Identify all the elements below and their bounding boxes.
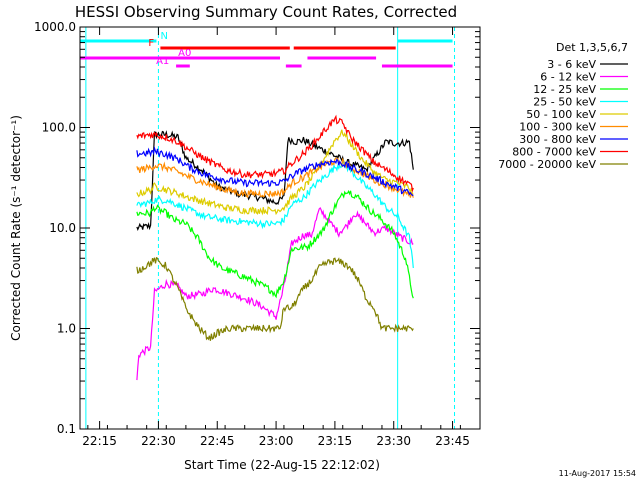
y-tick-label-2: 1.0 bbox=[57, 322, 76, 336]
legend-label-7: 300 - 800 keV bbox=[519, 133, 596, 146]
series-line-7 bbox=[136, 145, 414, 197]
legend-label-8: 800 - 7000 keV bbox=[512, 146, 596, 159]
x-tick-label-4: 23:00 bbox=[259, 434, 294, 448]
series-line-4 bbox=[136, 159, 414, 269]
x-tick-label-3: 22:45 bbox=[200, 434, 235, 448]
timestamp: 11-Aug-2017 15:54 bbox=[559, 469, 636, 478]
state-label-f: F bbox=[148, 38, 154, 49]
legend-label-3: 12 - 25 keV bbox=[533, 83, 596, 96]
series-line-2 bbox=[136, 207, 414, 381]
axes: 22:15 22:30 22:45 23:00 23:15 23:30 23:45 0.1 1.… bbox=[34, 20, 480, 448]
legend-label-1: 3 - 6 keV bbox=[547, 58, 596, 71]
series-line-8 bbox=[136, 114, 414, 193]
y-tick-label-1: 0.1 bbox=[57, 422, 76, 436]
y-axis-label: Corrected Count Rate (s⁻¹ detector⁻¹) bbox=[9, 115, 23, 341]
x-tick-label-6: 23:30 bbox=[376, 434, 411, 448]
legend-label-5: 50 - 100 keV bbox=[526, 108, 596, 121]
series-line-1 bbox=[136, 130, 414, 232]
x-axis-label: Start Time (22-Aug-15 22:12:02) bbox=[184, 458, 380, 472]
series-line-3 bbox=[136, 189, 414, 299]
legend-label-9: 7000 - 20000 keV bbox=[498, 158, 596, 171]
state-label-a1: A1 bbox=[156, 56, 169, 67]
x-tick-label-7: 23:45 bbox=[435, 434, 470, 448]
x-tick-label-2: 22:30 bbox=[141, 434, 176, 448]
legend-title: Det 1,3,5,6,7 bbox=[556, 41, 628, 54]
x-tick-label-1: 22:15 bbox=[82, 434, 117, 448]
y-tick-label-4: 100.0 bbox=[42, 121, 76, 135]
plot-area: NF A0 A1 bbox=[80, 27, 456, 429]
legend-label-6: 100 - 300 keV bbox=[519, 121, 596, 134]
series-line-5 bbox=[136, 129, 414, 216]
chart-title: HESSI Observing Summary Count Rates, Cor… bbox=[75, 3, 457, 21]
x-tick-label-5: 23:15 bbox=[318, 434, 353, 448]
legend-label-2: 6 - 12 keV bbox=[540, 71, 596, 84]
state-label-n: N bbox=[160, 31, 167, 42]
state-label-a0: A0 bbox=[178, 48, 191, 59]
legend-label-4: 25 - 50 keV bbox=[533, 96, 596, 109]
y-tick-label-3: 10.0 bbox=[49, 221, 76, 235]
plot-frame bbox=[79, 26, 481, 430]
y-tick-label-5: 1000.0 bbox=[34, 20, 76, 34]
series-line-9 bbox=[136, 256, 414, 341]
series-line-6 bbox=[136, 157, 414, 199]
